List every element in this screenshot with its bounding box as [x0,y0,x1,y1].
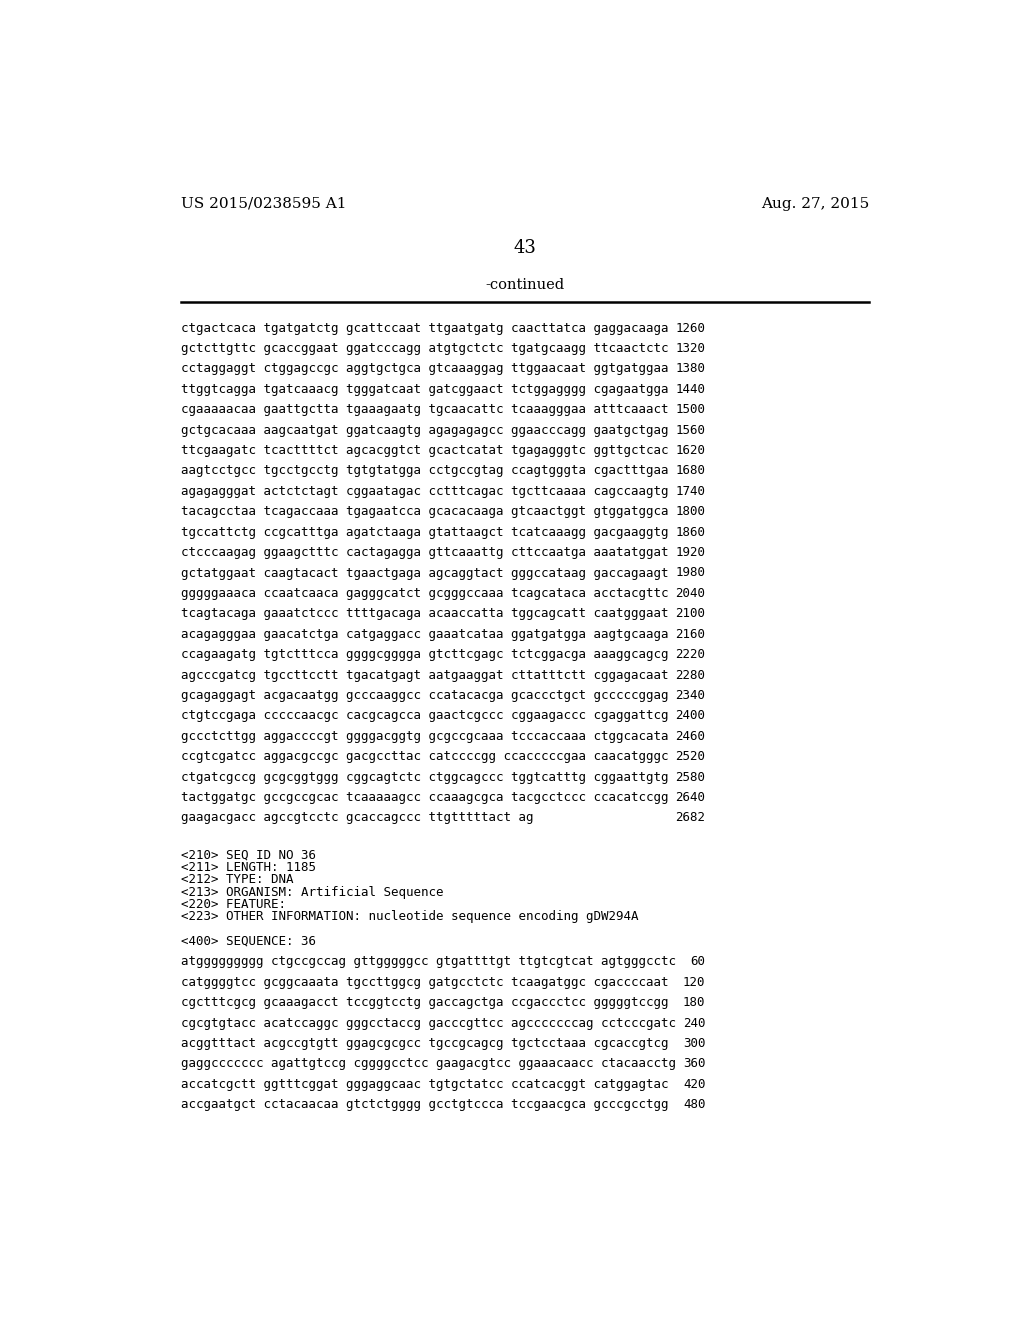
Text: 1800: 1800 [676,506,706,519]
Text: <223> OTHER INFORMATION: nucleotide sequence encoding gDW294A: <223> OTHER INFORMATION: nucleotide sequ… [180,911,638,923]
Text: 1440: 1440 [676,383,706,396]
Text: aagtcctgcc tgcctgcctg tgtgtatgga cctgccgtag ccagtgggta cgactttgaa: aagtcctgcc tgcctgcctg tgtgtatgga cctgccg… [180,465,669,478]
Text: agcccgatcg tgccttcctt tgacatgagt aatgaaggat cttatttctt cggagacaat: agcccgatcg tgccttcctt tgacatgagt aatgaag… [180,668,669,681]
Text: <220> FEATURE:: <220> FEATURE: [180,898,286,911]
Text: 180: 180 [683,997,706,1010]
Text: 420: 420 [683,1077,706,1090]
Text: ttcgaagatc tcacttttct agcacggtct gcactcatat tgagagggtc ggttgctcac: ttcgaagatc tcacttttct agcacggtct gcactca… [180,444,669,457]
Text: 120: 120 [683,975,706,989]
Text: cgaaaaacaa gaattgctta tgaaagaatg tgcaacattc tcaaagggaa atttcaaact: cgaaaaacaa gaattgctta tgaaagaatg tgcaaca… [180,404,669,416]
Text: -continued: -continued [485,277,564,292]
Text: ctgatcgccg gcgcggtggg cggcagtctc ctggcagccc tggtcatttg cggaattgtg: ctgatcgccg gcgcggtggg cggcagtctc ctggcag… [180,771,669,784]
Text: acggtttact acgccgtgtt ggagcgcgcc tgccgcagcg tgctcctaaa cgcaccgtcg: acggtttact acgccgtgtt ggagcgcgcc tgccgca… [180,1038,669,1049]
Text: <213> ORGANISM: Artificial Sequence: <213> ORGANISM: Artificial Sequence [180,886,443,899]
Text: ccagaagatg tgtctttcca ggggcgggga gtcttcgagc tctcggacga aaaggcagcg: ccagaagatg tgtctttcca ggggcgggga gtcttcg… [180,648,669,661]
Text: gctgcacaaa aagcaatgat ggatcaagtg agagagagcc ggaacccagg gaatgctgag: gctgcacaaa aagcaatgat ggatcaagtg agagaga… [180,424,669,437]
Text: 2400: 2400 [676,709,706,722]
Text: gcagaggagt acgacaatgg gcccaaggcc ccatacacga gcaccctgct gcccccggag: gcagaggagt acgacaatgg gcccaaggcc ccataca… [180,689,669,702]
Text: 2340: 2340 [676,689,706,702]
Text: 1380: 1380 [676,363,706,375]
Text: 2460: 2460 [676,730,706,743]
Text: 1860: 1860 [676,525,706,539]
Text: atggggggggg ctgccgccag gttgggggcc gtgattttgt ttgtcgtcat agtgggcctc: atggggggggg ctgccgccag gttgggggcc gtgatt… [180,956,676,969]
Text: cgcgtgtacc acatccaggc gggcctaccg gacccgttcc agcccccccag cctcccgatc: cgcgtgtacc acatccaggc gggcctaccg gacccgt… [180,1016,676,1030]
Text: ctgactcaca tgatgatctg gcattccaat ttgaatgatg caacttatca gaggacaaga: ctgactcaca tgatgatctg gcattccaat ttgaatg… [180,322,669,335]
Text: 1620: 1620 [676,444,706,457]
Text: 1260: 1260 [676,322,706,335]
Text: accgaatgct cctacaacaa gtctctgggg gcctgtccca tccgaacgca gcccgcctgg: accgaatgct cctacaacaa gtctctgggg gcctgtc… [180,1098,669,1111]
Text: US 2015/0238595 A1: US 2015/0238595 A1 [180,197,346,211]
Text: 60: 60 [690,956,706,969]
Text: agagagggat actctctagt cggaatagac cctttcagac tgcttcaaaa cagccaagtg: agagagggat actctctagt cggaatagac cctttca… [180,484,669,498]
Text: 240: 240 [683,1016,706,1030]
Text: cgctttcgcg gcaaagacct tccggtcctg gaccagctga ccgaccctcc gggggtccgg: cgctttcgcg gcaaagacct tccggtcctg gaccagc… [180,997,669,1010]
Text: ccgtcgatcc aggacgccgc gacgccttac catccccgg ccacccccgaa caacatgggc: ccgtcgatcc aggacgccgc gacgccttac catcccc… [180,750,669,763]
Text: 2220: 2220 [676,648,706,661]
Text: cctaggaggt ctggagccgc aggtgctgca gtcaaaggag ttggaacaat ggtgatggaa: cctaggaggt ctggagccgc aggtgctgca gtcaaag… [180,363,669,375]
Text: 1680: 1680 [676,465,706,478]
Text: gctcttgttc gcaccggaat ggatcccagg atgtgctctc tgatgcaagg ttcaactctc: gctcttgttc gcaccggaat ggatcccagg atgtgct… [180,342,669,355]
Text: 2682: 2682 [676,812,706,825]
Text: <400> SEQUENCE: 36: <400> SEQUENCE: 36 [180,935,315,948]
Text: 1560: 1560 [676,424,706,437]
Text: 360: 360 [683,1057,706,1071]
Text: <211> LENGTH: 1185: <211> LENGTH: 1185 [180,861,315,874]
Text: 1500: 1500 [676,404,706,416]
Text: 300: 300 [683,1038,706,1049]
Text: 2160: 2160 [676,628,706,640]
Text: tcagtacaga gaaatctccc ttttgacaga acaaccatta tggcagcatt caatgggaat: tcagtacaga gaaatctccc ttttgacaga acaacca… [180,607,669,620]
Text: <210> SEQ ID NO 36: <210> SEQ ID NO 36 [180,849,315,862]
Text: ttggtcagga tgatcaaacg tgggatcaat gatcggaact tctggagggg cgagaatgga: ttggtcagga tgatcaaacg tgggatcaat gatcgga… [180,383,669,396]
Text: 1320: 1320 [676,342,706,355]
Text: 1980: 1980 [676,566,706,579]
Text: 43: 43 [513,239,537,257]
Text: gctatggaat caagtacact tgaactgaga agcaggtact gggccataag gaccagaagt: gctatggaat caagtacact tgaactgaga agcaggt… [180,566,669,579]
Text: gaagacgacc agccgtcctc gcaccagccc ttgtttttact ag: gaagacgacc agccgtcctc gcaccagccc ttgtttt… [180,812,534,825]
Text: Aug. 27, 2015: Aug. 27, 2015 [761,197,869,211]
Text: 2640: 2640 [676,791,706,804]
Text: ctcccaagag ggaagctttc cactagagga gttcaaattg cttccaatga aaatatggat: ctcccaagag ggaagctttc cactagagga gttcaaa… [180,546,669,560]
Text: tgccattctg ccgcatttga agatctaaga gtattaagct tcatcaaagg gacgaaggtg: tgccattctg ccgcatttga agatctaaga gtattaa… [180,525,669,539]
Text: catggggtcc gcggcaaata tgccttggcg gatgcctctc tcaagatggc cgaccccaat: catggggtcc gcggcaaata tgccttggcg gatgcct… [180,975,669,989]
Text: tactggatgc gccgccgcac tcaaaaagcc ccaaagcgca tacgcctccc ccacatccgg: tactggatgc gccgccgcac tcaaaaagcc ccaaagc… [180,791,669,804]
Text: 1920: 1920 [676,546,706,560]
Text: <212> TYPE: DNA: <212> TYPE: DNA [180,874,293,886]
Text: 2520: 2520 [676,750,706,763]
Text: gggggaaaca ccaatcaaca gagggcatct gcgggccaaa tcagcataca acctacgttc: gggggaaaca ccaatcaaca gagggcatct gcgggcc… [180,587,669,599]
Text: 2280: 2280 [676,668,706,681]
Text: accatcgctt ggtttcggat gggaggcaac tgtgctatcc ccatcacggt catggagtac: accatcgctt ggtttcggat gggaggcaac tgtgcta… [180,1077,669,1090]
Text: 480: 480 [683,1098,706,1111]
Text: 2580: 2580 [676,771,706,784]
Text: gccctcttgg aggaccccgt ggggacggtg gcgccgcaaa tcccaccaaa ctggcacata: gccctcttgg aggaccccgt ggggacggtg gcgccgc… [180,730,669,743]
Text: 2100: 2100 [676,607,706,620]
Text: gaggccccccc agattgtccg cggggcctcc gaagacgtcc ggaaacaacc ctacaacctg: gaggccccccc agattgtccg cggggcctcc gaagac… [180,1057,676,1071]
Text: acagagggaa gaacatctga catgaggacc gaaatcataa ggatgatgga aagtgcaaga: acagagggaa gaacatctga catgaggacc gaaatca… [180,628,669,640]
Text: ctgtccgaga cccccaacgc cacgcagcca gaactcgccc cggaagaccc cgaggattcg: ctgtccgaga cccccaacgc cacgcagcca gaactcg… [180,709,669,722]
Text: tacagcctaa tcagaccaaa tgagaatcca gcacacaaga gtcaactggt gtggatggca: tacagcctaa tcagaccaaa tgagaatcca gcacaca… [180,506,669,519]
Text: 2040: 2040 [676,587,706,599]
Text: 1740: 1740 [676,484,706,498]
